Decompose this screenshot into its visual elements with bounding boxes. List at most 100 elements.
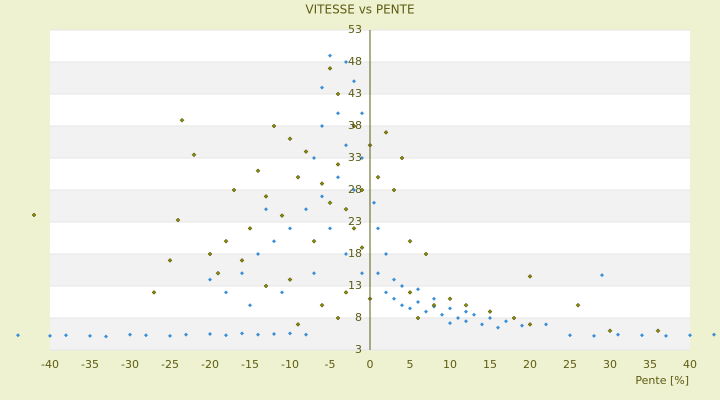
point	[415, 315, 421, 321]
point	[327, 66, 333, 71]
point	[288, 226, 292, 231]
point	[424, 309, 428, 314]
point	[375, 174, 381, 180]
point	[575, 302, 581, 308]
point	[352, 79, 356, 84]
x-tick-label: -10	[281, 358, 299, 371]
point	[271, 123, 277, 129]
x-tick-label: -15	[241, 358, 259, 371]
point	[207, 251, 213, 257]
point	[312, 271, 316, 276]
point	[248, 303, 252, 308]
point	[384, 290, 388, 295]
point	[527, 322, 533, 327]
point	[423, 251, 429, 257]
point	[360, 271, 364, 276]
point	[264, 207, 268, 212]
point	[224, 333, 228, 338]
point	[416, 287, 420, 292]
point	[263, 283, 269, 289]
point	[344, 143, 348, 148]
point	[287, 277, 293, 282]
point	[448, 306, 452, 311]
point	[359, 187, 365, 193]
point	[464, 309, 468, 314]
point	[407, 238, 413, 244]
point	[208, 332, 212, 336]
point	[344, 252, 348, 256]
point	[464, 319, 468, 324]
x-tick-label: 20	[523, 358, 537, 371]
point	[392, 277, 396, 282]
y-tick-label: 53	[348, 23, 362, 36]
x-tick-label: -25	[161, 358, 179, 371]
x-tick-label: 15	[483, 358, 497, 371]
point	[272, 239, 276, 244]
point	[223, 238, 229, 244]
point	[151, 290, 157, 295]
point	[263, 194, 269, 199]
point	[295, 322, 301, 327]
point	[431, 302, 437, 308]
point	[376, 271, 380, 276]
point	[312, 156, 316, 160]
y-tick-label: 18	[348, 247, 362, 260]
chart-title: VITESSE vs PENTE	[305, 3, 414, 17]
point	[504, 319, 508, 324]
point	[335, 162, 341, 167]
point	[527, 274, 533, 279]
point	[303, 149, 309, 154]
point	[31, 212, 37, 218]
point	[351, 123, 357, 129]
point	[320, 85, 324, 90]
point	[208, 277, 212, 282]
x-tick-label: -20	[201, 358, 219, 371]
point	[175, 217, 181, 223]
point	[408, 306, 412, 311]
point	[88, 333, 92, 338]
x-tick-label: -40	[41, 358, 59, 371]
point	[372, 200, 376, 205]
point	[487, 309, 493, 314]
point	[272, 332, 276, 336]
point	[336, 175, 340, 180]
point	[712, 332, 716, 337]
point	[600, 273, 604, 278]
point	[488, 316, 492, 320]
point	[328, 226, 332, 231]
point	[472, 312, 476, 317]
point	[327, 200, 333, 206]
x-tick-label: 10	[443, 358, 457, 371]
y-tick-label: 33	[348, 151, 362, 164]
point	[344, 60, 348, 64]
y-tick-label: 48	[348, 55, 362, 68]
x-tick-label: -35	[81, 358, 99, 371]
point	[407, 290, 413, 295]
x-tick-label: -30	[121, 358, 139, 371]
point	[520, 323, 524, 328]
point	[359, 245, 365, 250]
point	[328, 53, 332, 58]
point	[688, 333, 692, 338]
point	[279, 213, 285, 218]
point	[319, 181, 325, 186]
point	[239, 258, 245, 263]
point	[568, 333, 572, 338]
point	[456, 316, 460, 320]
point	[432, 296, 436, 301]
point	[416, 300, 420, 304]
point	[664, 333, 668, 338]
point	[343, 290, 349, 295]
point	[496, 325, 500, 330]
point	[391, 187, 397, 193]
point	[240, 271, 244, 276]
point	[104, 334, 108, 339]
point	[447, 296, 453, 302]
point	[224, 290, 228, 295]
point	[335, 91, 341, 97]
point	[255, 168, 261, 174]
point	[311, 238, 317, 244]
point	[392, 296, 396, 301]
point	[256, 252, 260, 256]
point	[144, 333, 148, 338]
